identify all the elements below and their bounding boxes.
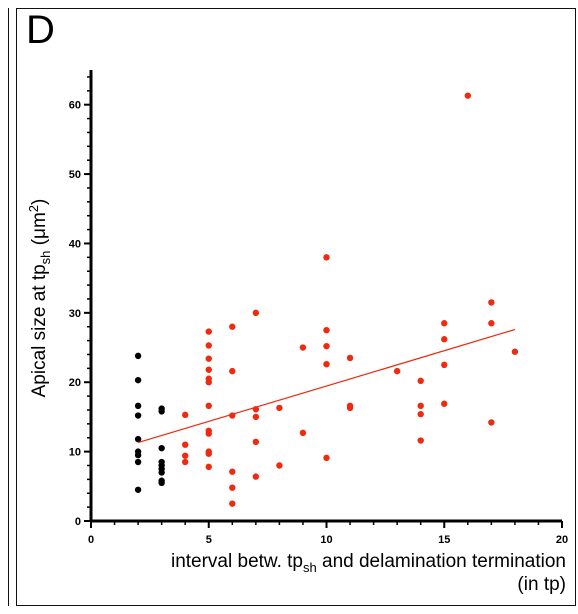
- red-data-point: [182, 441, 189, 448]
- red-data-point: [323, 342, 330, 350]
- red-data-point: [346, 354, 354, 362]
- adjacent-panel-border: [1, 8, 9, 606]
- red-data-point: [182, 411, 189, 419]
- y-tick-label: 50: [69, 169, 81, 181]
- red-data-point: [276, 404, 283, 412]
- red-data-point: [205, 366, 212, 373]
- black-data-point: [134, 376, 142, 384]
- red-data-point: [511, 348, 519, 355]
- x-axis-title: interval betw. tpsh and delamination ter…: [171, 551, 566, 575]
- red-data-point: [441, 400, 448, 407]
- regression-line: [137, 328, 516, 444]
- red-data-point: [299, 429, 307, 437]
- red-data-point: [229, 323, 236, 330]
- x-tick-label: 5: [206, 534, 212, 546]
- y-axis-ticks: 0 10 20 30 40 50 60: [69, 76, 91, 528]
- black-data-point: [134, 458, 142, 466]
- black-data-point: [158, 444, 165, 452]
- red-data-point: [346, 404, 354, 412]
- red-data-point: [488, 320, 495, 327]
- black-data-point: [158, 479, 165, 487]
- red-data-point: [229, 500, 236, 507]
- black-data-point: [158, 469, 165, 476]
- red-data-point: [205, 463, 212, 471]
- red-data-point: [205, 328, 212, 335]
- red-data-point: [205, 379, 212, 386]
- black-data-point: [134, 352, 142, 360]
- red-data-point: [441, 336, 448, 343]
- red-data-point: [441, 361, 448, 369]
- red-data-point: [229, 367, 236, 375]
- red-data-point: [488, 419, 495, 426]
- red-data-point: [464, 92, 471, 99]
- red-data-point: [417, 377, 424, 385]
- red-data-point: [417, 402, 424, 410]
- red-data-point: [441, 320, 448, 327]
- red-data-point: [205, 402, 212, 410]
- red-data-point: [276, 462, 283, 469]
- red-data-point: [229, 468, 236, 475]
- x-tick-label: 0: [88, 534, 94, 546]
- red-data-point: [323, 326, 330, 334]
- red-data-point: [182, 452, 189, 459]
- red-data-point: [205, 342, 212, 349]
- red-data-point: [299, 344, 307, 351]
- y-tick-label: 0: [75, 516, 81, 528]
- black-data-point: [134, 412, 142, 419]
- x-tick-label: 15: [438, 534, 450, 546]
- data-points: [134, 92, 519, 507]
- figure-panel: [16, 8, 576, 606]
- red-data-point: [488, 299, 495, 306]
- x-tick-label: 20: [556, 534, 568, 546]
- black-data-point: [134, 486, 142, 493]
- red-data-point: [393, 367, 401, 375]
- x-axis-ticks: 0 5 10 15 20: [88, 521, 568, 546]
- red-data-point: [252, 413, 260, 421]
- red-data-point: [205, 355, 212, 362]
- red-data-point: [205, 430, 212, 437]
- black-data-point: [134, 451, 142, 459]
- black-data-point: [134, 435, 142, 443]
- red-data-point: [252, 309, 260, 317]
- y-tick-label: 30: [69, 308, 81, 320]
- red-data-point: [323, 454, 330, 462]
- red-data-point: [252, 473, 260, 480]
- red-data-point: [205, 450, 212, 457]
- black-data-point: [134, 402, 142, 410]
- red-data-point: [229, 484, 236, 491]
- red-data-point: [417, 410, 424, 418]
- red-data-point: [323, 254, 330, 261]
- red-data-point: [323, 360, 330, 368]
- x-axis-title-line2: (in tp): [517, 574, 566, 595]
- panel-letter: D: [26, 8, 55, 52]
- y-axis-title: Apical size at tpsh (μm2): [26, 199, 53, 398]
- y-tick-label: 40: [69, 238, 81, 250]
- y-tick-label: 10: [69, 447, 81, 459]
- red-data-point: [417, 437, 424, 444]
- black-data-point: [158, 408, 165, 415]
- y-tick-label: 20: [69, 377, 81, 389]
- red-data-point: [252, 438, 260, 446]
- x-tick-label: 10: [320, 534, 332, 546]
- red-data-point: [182, 458, 189, 466]
- y-tick-label: 60: [69, 100, 81, 112]
